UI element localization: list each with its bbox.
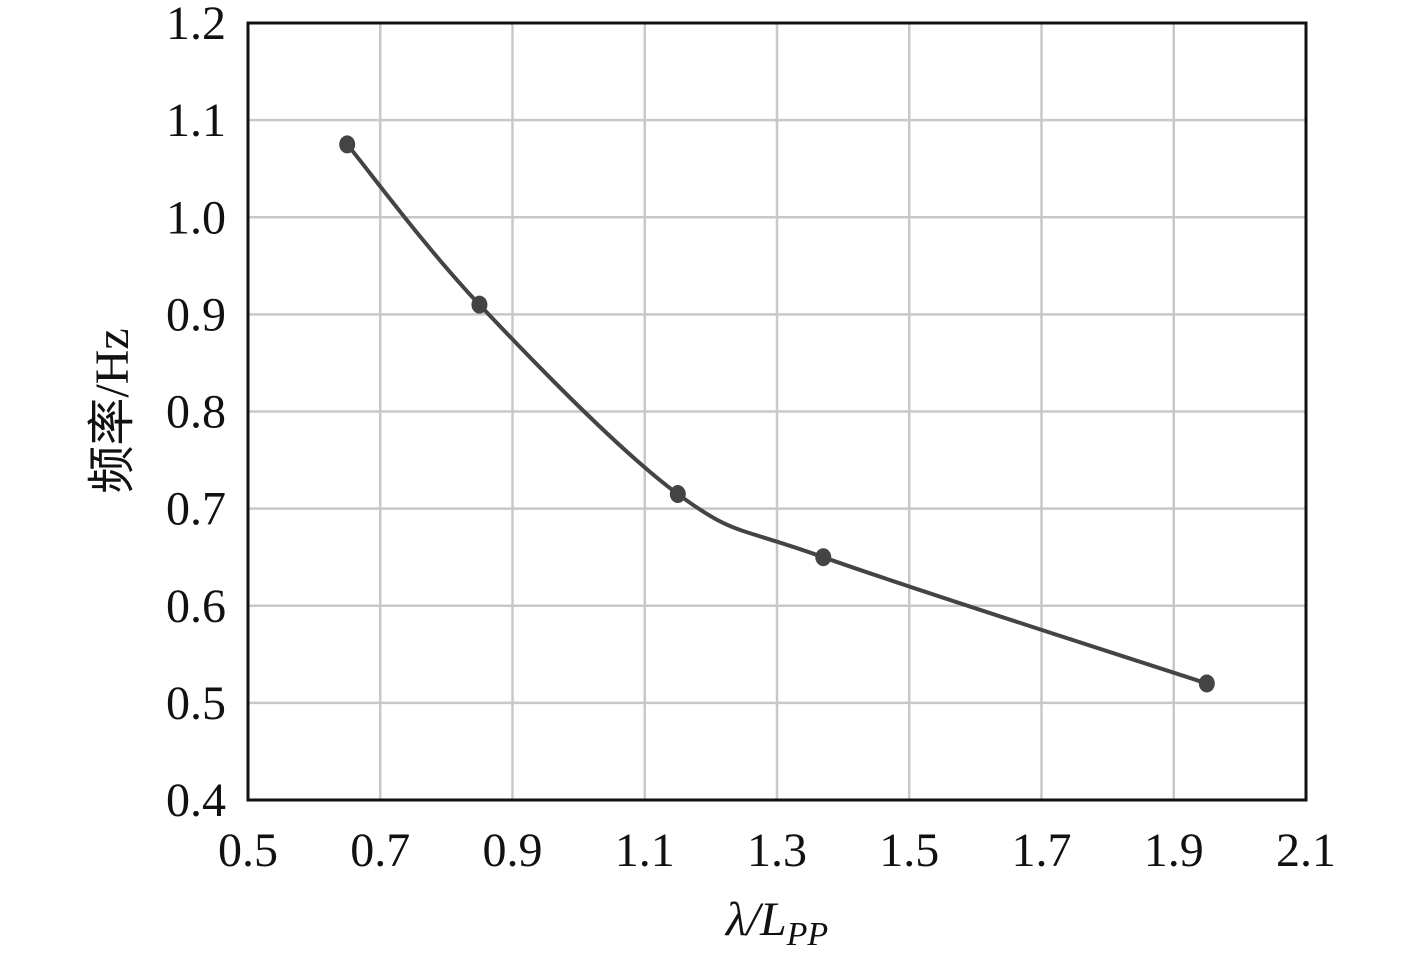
y-tick-label: 1.1 [166,94,226,147]
y-tick-label: 0.4 [166,774,226,827]
x-tick-label: 2.1 [1276,824,1336,877]
y-axis-label: 频率/Hz [86,328,139,493]
y-tick-label: 0.8 [166,386,226,439]
x-tick-label: 1.7 [1012,824,1072,877]
x-tick-label: 1.1 [615,824,675,877]
marker [669,485,686,504]
x-tick-label: 1.3 [747,824,807,877]
marker [1198,674,1215,693]
x-tick-label: 1.9 [1144,824,1204,877]
y-tick-label: 0.7 [166,483,226,536]
marker [339,135,356,154]
plot-frame [246,21,1308,802]
x-axis-label: λ/LPP [724,893,828,953]
y-tick-label: 0.5 [166,677,226,730]
x-tick-label: 0.9 [483,824,543,877]
marker [471,295,488,314]
x-label-sub: PP [786,916,829,953]
y-tick-label: 0.6 [166,580,226,633]
x-label-main: λ/L [724,893,787,946]
marker [815,548,832,567]
y-tick-label: 1.0 [166,191,226,244]
y-tick-label: 0.9 [166,288,226,341]
y-tick-label: 1.2 [166,0,226,50]
x-tick-label: 0.5 [218,824,278,877]
x-tick-label: 1.5 [879,824,939,877]
x-tick-label: 0.7 [350,824,410,877]
